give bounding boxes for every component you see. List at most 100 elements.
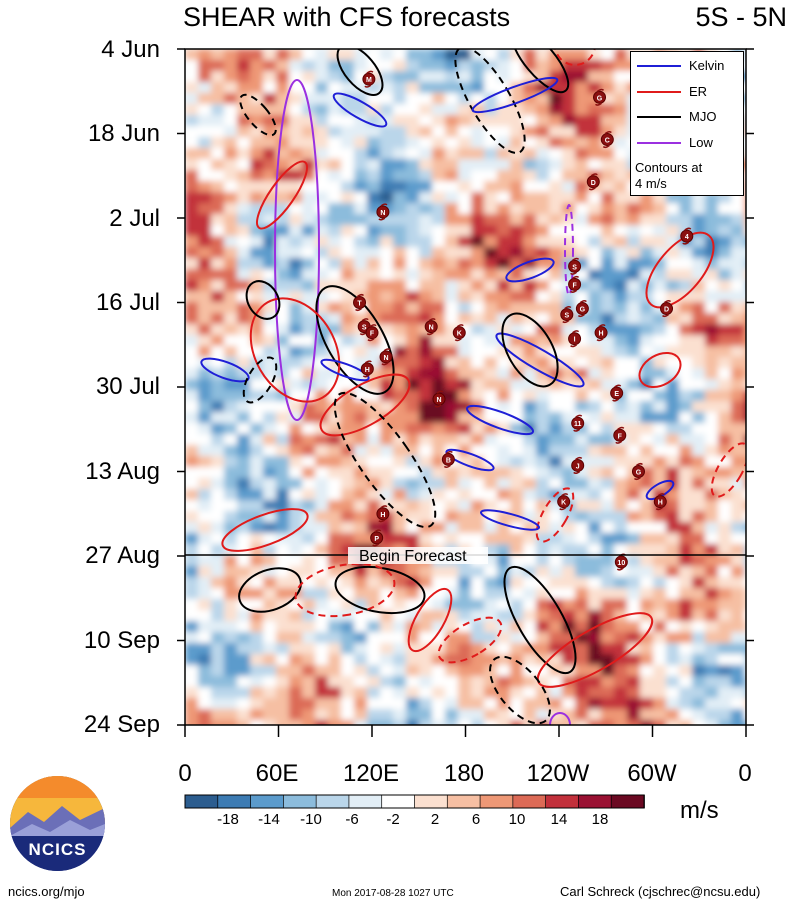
field-cell: [289, 643, 303, 655]
field-cell: [445, 665, 459, 677]
field-cell: [718, 654, 732, 666]
field-cell: [549, 302, 563, 314]
field-cell: [536, 335, 550, 347]
field-cell: [224, 192, 238, 204]
field-cell: [406, 368, 420, 380]
field-cell: [601, 467, 615, 479]
field-cell: [250, 489, 264, 501]
field-cell: [302, 489, 316, 501]
field-cell: [211, 60, 225, 72]
field-cell: [302, 500, 316, 512]
field-cell: [354, 170, 368, 182]
ncics-logo[interactable]: NCICS: [10, 776, 105, 871]
field-cell: [328, 511, 342, 523]
field-cell: [328, 555, 342, 567]
field-cell: [536, 412, 550, 424]
field-cell: [393, 115, 407, 127]
field-cell: [523, 676, 537, 688]
field-cell: [419, 456, 433, 468]
field-cell: [679, 511, 693, 523]
storm-marker-tail: [378, 203, 388, 221]
field-cell: [302, 555, 316, 567]
field-cell: [406, 60, 420, 72]
field-cell: [549, 445, 563, 457]
field-cell: [380, 533, 394, 545]
field-cell: [263, 665, 277, 677]
field-cell: [666, 577, 680, 589]
field-cell: [211, 544, 225, 556]
field-cell: [718, 269, 732, 281]
field-cell: [458, 148, 472, 160]
field-cell: [211, 214, 225, 226]
field-cell: [237, 170, 251, 182]
field-cell: [250, 621, 264, 633]
field-cell: [588, 577, 602, 589]
field-cell: [718, 478, 732, 490]
footer-link[interactable]: ncics.org/mjo: [8, 884, 85, 899]
field-cell: [237, 225, 251, 237]
field-cell: [497, 203, 511, 215]
field-cell: [250, 588, 264, 600]
field-cell: [536, 247, 550, 259]
field-cell: [341, 49, 355, 61]
field-cell: [744, 544, 746, 556]
field-cell: [289, 236, 303, 248]
field-cell: [718, 599, 732, 611]
field-cell: [497, 269, 511, 281]
field-cell: [224, 203, 238, 215]
field-cell: [328, 291, 342, 303]
field-cell: [419, 720, 433, 725]
field-cell: [432, 159, 446, 171]
field-cell: [666, 236, 680, 248]
field-cell: [653, 445, 667, 457]
field-cell: [250, 192, 264, 204]
storm-marker: N: [376, 203, 390, 221]
field-cell: [458, 610, 472, 622]
field-cell: [614, 203, 628, 215]
field-cell: [458, 632, 472, 644]
field-cell: [484, 511, 498, 523]
field-cell: [198, 379, 212, 391]
field-cell: [471, 445, 485, 457]
field-cell: [614, 93, 628, 105]
field-cell: [250, 533, 264, 545]
field-cell: [445, 203, 459, 215]
field-cell: [432, 192, 446, 204]
storm-marker-tail: [355, 293, 365, 312]
field-cell: [406, 522, 420, 534]
field-cell: [419, 467, 433, 479]
field-cell: [536, 599, 550, 611]
field-cell: [393, 181, 407, 193]
field-cell: [419, 478, 433, 490]
field-cell: [328, 203, 342, 215]
field-cell: [627, 687, 641, 699]
field-cell: [692, 643, 706, 655]
field-cell: [432, 203, 446, 215]
contour: [334, 565, 426, 615]
field-cell: [393, 412, 407, 424]
field-cell: [393, 654, 407, 666]
storm-marker-label: B: [446, 457, 451, 464]
field-cell: [432, 533, 446, 545]
field-cell: [731, 665, 745, 677]
field-cell: [744, 280, 746, 292]
field-cell: [315, 621, 329, 633]
field-cell: [328, 181, 342, 193]
field-cell: [692, 599, 706, 611]
field-cell: [445, 82, 459, 94]
field-cell: [276, 159, 290, 171]
field-cell: [198, 599, 212, 611]
field-cell: [601, 522, 615, 534]
field-cell: [224, 93, 238, 105]
storm-marker-dot: [571, 416, 585, 430]
field-cell: [367, 610, 381, 622]
field-cell: [562, 49, 576, 61]
field-cell: [575, 148, 589, 160]
field-cell: [458, 511, 472, 523]
field-cell: [341, 478, 355, 490]
field-cell: [744, 137, 746, 149]
field-cell: [432, 214, 446, 226]
field-cell: [471, 82, 485, 94]
field-cell: [614, 291, 628, 303]
field-cell: [237, 104, 251, 116]
